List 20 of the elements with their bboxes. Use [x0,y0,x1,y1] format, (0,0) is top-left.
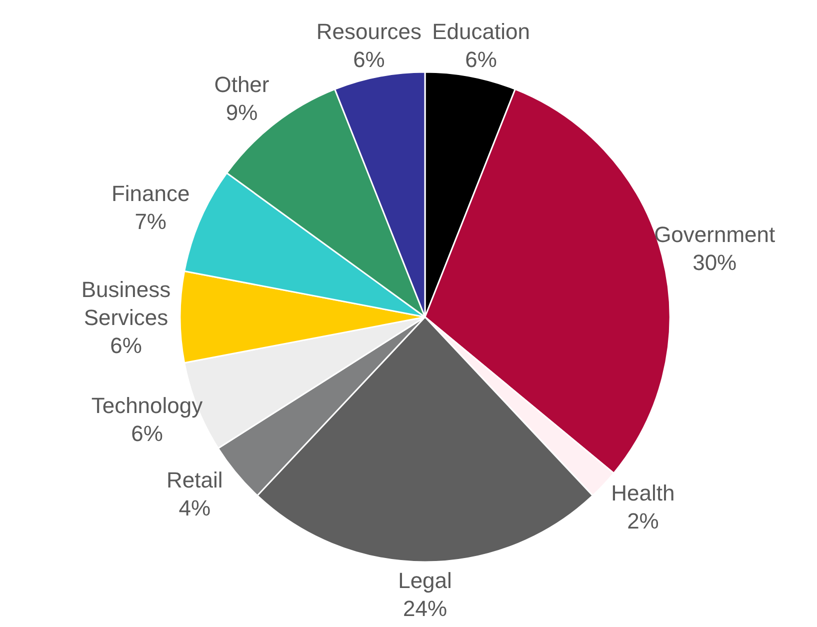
slice-label: Retail [166,467,223,492]
data-label: 30% [692,250,737,275]
slice-label: Education [432,18,530,44]
data-label: 6% [131,420,163,446]
slice-label: Resources [316,18,422,44]
slice-label: Legal [398,568,452,592]
slice-label: Other [214,72,270,97]
data-label: 6% [353,46,385,72]
slice-label: Government [654,222,776,247]
slice-label: Health [611,480,675,506]
slice-label: Technology [91,392,203,418]
data-label: 6% [465,46,497,72]
data-label: 9% [226,100,258,125]
data-label: 2% [627,508,659,534]
slice-label: Business Services [81,276,171,330]
data-label: 7% [134,208,166,234]
data-label: 24% [402,596,448,620]
data-label: 4% [178,495,211,520]
slice-label: Finance [111,180,190,206]
data-label: 6% [110,332,142,358]
